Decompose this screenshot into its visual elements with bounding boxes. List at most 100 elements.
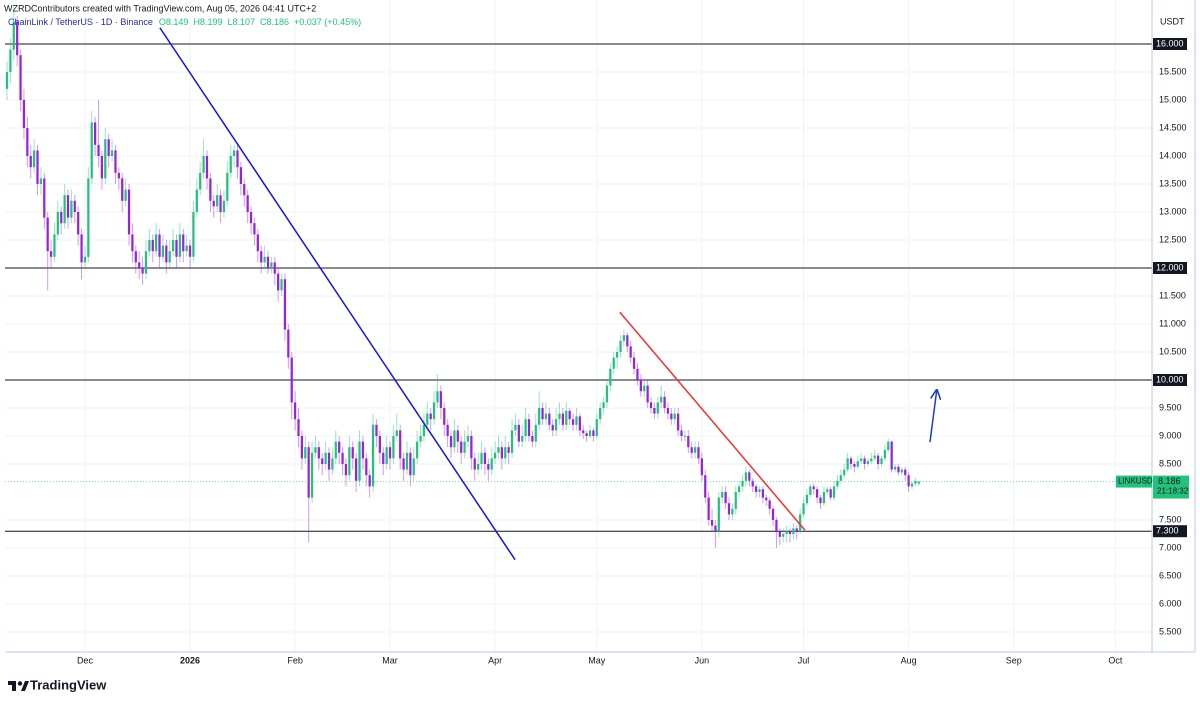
candle-body: [327, 452, 331, 470]
candle-body: [605, 385, 609, 403]
candle-body: [887, 441, 890, 451]
candle-body: [575, 416, 578, 425]
candle-body: [317, 447, 320, 459]
candle-body: [832, 486, 836, 498]
candle-body: [710, 520, 714, 526]
candle-body: [558, 413, 561, 420]
candle-body: [548, 413, 551, 425]
x-tick-label: Sep: [1006, 655, 1022, 665]
candle-body: [436, 391, 439, 403]
candle-body: [182, 234, 185, 252]
candle-body: [849, 458, 853, 465]
legend-item: O8.149: [159, 17, 189, 27]
candle-body: [622, 335, 626, 341]
candle-body: [585, 433, 588, 437]
candle-body: [253, 223, 256, 235]
level-badge: [1153, 374, 1187, 387]
candle-body: [592, 430, 595, 437]
candle-body: [107, 139, 110, 156]
candle-body: [731, 508, 734, 515]
candle-body: [188, 245, 192, 257]
candle-body: [371, 424, 375, 487]
candle-body: [788, 531, 792, 535]
candle-body: [463, 441, 466, 453]
candle-body: [16, 21, 19, 56]
candle-body: [422, 424, 426, 437]
x-tick-label: Jun: [695, 655, 710, 665]
candle-body: [388, 447, 392, 459]
candle-body: [443, 408, 446, 425]
candle-body: [477, 464, 480, 470]
legend-item: L8.107: [227, 17, 255, 27]
candle-body: [368, 475, 371, 487]
trendline: [159, 27, 516, 561]
candle-body: [256, 234, 259, 252]
candle-body: [582, 430, 585, 434]
candle-body: [639, 380, 642, 392]
candle-body: [53, 234, 56, 257]
candle-body: [507, 447, 510, 453]
candle-body: [460, 441, 463, 453]
candle-body: [209, 178, 212, 201]
credit: WZRDContributors created with TradingVie…: [4, 3, 316, 13]
y-tick-label: 15.000: [1159, 94, 1187, 104]
candle-body: [348, 447, 351, 476]
candle-body: [243, 184, 246, 196]
candle-body: [653, 408, 656, 414]
candle-body: [544, 413, 548, 420]
candle-body: [449, 436, 453, 448]
y-tick-label: 5.500: [1159, 626, 1182, 636]
candle-body: [782, 534, 785, 537]
candle-body: [738, 486, 741, 493]
y-tick-label: 13.000: [1159, 206, 1187, 216]
candle-body: [765, 497, 768, 501]
candle-body: [19, 55, 22, 100]
candle-body: [632, 357, 636, 369]
candle-body: [46, 217, 49, 252]
candle-body: [717, 497, 720, 532]
candle-body: [26, 127, 29, 156]
candle-body: [351, 447, 354, 459]
candle-body: [853, 464, 856, 467]
candle-body: [83, 256, 87, 263]
candle-body: [155, 234, 158, 252]
legend: ChainLink / TetherUS · 1D · Binance O8.14…: [8, 17, 361, 27]
candle-body: [527, 419, 531, 437]
candle-body: [890, 441, 893, 470]
candle-body: [43, 178, 46, 218]
candle-body: [405, 452, 409, 470]
candle-body: [293, 402, 297, 420]
candle-body: [670, 413, 673, 420]
candle-body: [232, 150, 236, 156]
candle-body: [690, 447, 693, 453]
candle-body: [307, 447, 310, 498]
candle-body: [734, 492, 737, 509]
candle-body: [277, 273, 280, 291]
x-tick-label: Mar: [382, 655, 398, 665]
candle-body: [595, 419, 598, 437]
candle-body: [331, 458, 334, 470]
candle-body: [524, 419, 527, 437]
candle-body: [517, 424, 520, 442]
candle-body: [219, 195, 222, 213]
candle-body: [687, 436, 690, 448]
candle-body: [629, 346, 632, 358]
candle-body: [646, 385, 649, 403]
axis-unit: USDT: [1160, 16, 1185, 26]
candle-body: [216, 195, 219, 207]
candle-body: [538, 408, 541, 425]
candle-body: [829, 489, 832, 498]
candle-body: [229, 155, 232, 173]
candle-body: [87, 178, 90, 257]
x-tick-label: Apr: [488, 655, 502, 665]
candle-body: [148, 240, 151, 252]
candle-body: [531, 436, 534, 442]
candle-body: [700, 458, 703, 476]
candle-body: [805, 494, 809, 504]
candle-body: [917, 481, 920, 484]
candle-body: [680, 430, 683, 437]
candle-body: [446, 424, 449, 437]
candle-body: [758, 489, 761, 493]
candle-body: [748, 472, 751, 481]
candle-body: [785, 531, 788, 535]
